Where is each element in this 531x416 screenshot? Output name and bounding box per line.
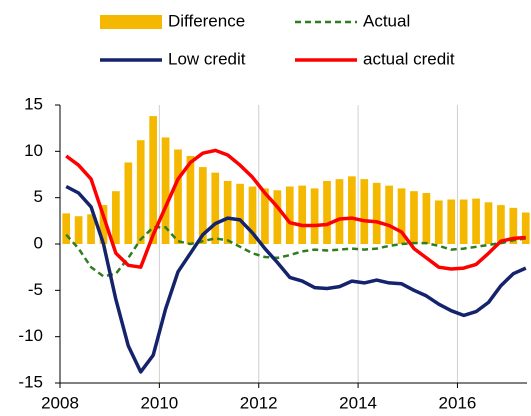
legend-label: Low credit	[168, 49, 246, 68]
bar	[410, 191, 418, 244]
x-tick-label: 2014	[339, 393, 377, 412]
line	[65, 148, 526, 271]
bar	[112, 191, 120, 244]
bar	[385, 185, 393, 244]
bar	[87, 214, 95, 244]
bar	[360, 179, 369, 244]
y-tick-label: -15	[18, 372, 43, 391]
bar	[497, 205, 505, 244]
bar	[422, 193, 431, 244]
legend-label: Difference	[168, 11, 245, 30]
line	[65, 226, 526, 278]
x-tick-label: 2010	[140, 393, 178, 412]
legend-label: Actual	[363, 11, 410, 30]
x-tick-label: 2012	[240, 393, 278, 412]
bar	[447, 199, 456, 244]
bar	[174, 149, 182, 244]
bar	[211, 172, 220, 244]
bar	[186, 155, 195, 244]
line	[65, 184, 527, 374]
bar	[285, 186, 294, 244]
y-tick-label: -10	[18, 326, 43, 345]
legend-label: actual credit	[363, 49, 455, 68]
bar	[261, 188, 269, 244]
bar	[472, 198, 480, 244]
bar	[99, 205, 108, 244]
bar	[236, 183, 244, 244]
bar	[434, 200, 443, 244]
bar	[248, 186, 257, 244]
bar	[136, 140, 145, 244]
y-tick-label: 10	[24, 141, 43, 160]
bar	[298, 185, 307, 244]
legend-swatch	[100, 15, 162, 29]
y-tick-label: -5	[28, 280, 43, 299]
bar	[372, 182, 381, 244]
x-tick-label: 2008	[41, 393, 79, 412]
bar	[149, 116, 158, 244]
y-tick-label: 5	[34, 187, 43, 206]
bar	[223, 180, 232, 244]
y-tick-label: 15	[24, 94, 43, 113]
bar	[509, 207, 518, 244]
bar	[521, 212, 530, 244]
bar	[348, 176, 356, 244]
bar	[484, 202, 493, 244]
bar	[198, 167, 207, 244]
bar	[74, 216, 83, 244]
bar	[397, 188, 406, 244]
bar	[273, 190, 282, 244]
x-tick-label: 2016	[439, 393, 477, 412]
bar	[323, 180, 331, 244]
bar	[124, 162, 133, 244]
bar	[310, 188, 319, 244]
bar	[62, 213, 71, 244]
bar	[335, 179, 344, 244]
bar	[161, 137, 170, 244]
y-tick-label: 0	[34, 233, 43, 252]
bar	[459, 199, 468, 244]
